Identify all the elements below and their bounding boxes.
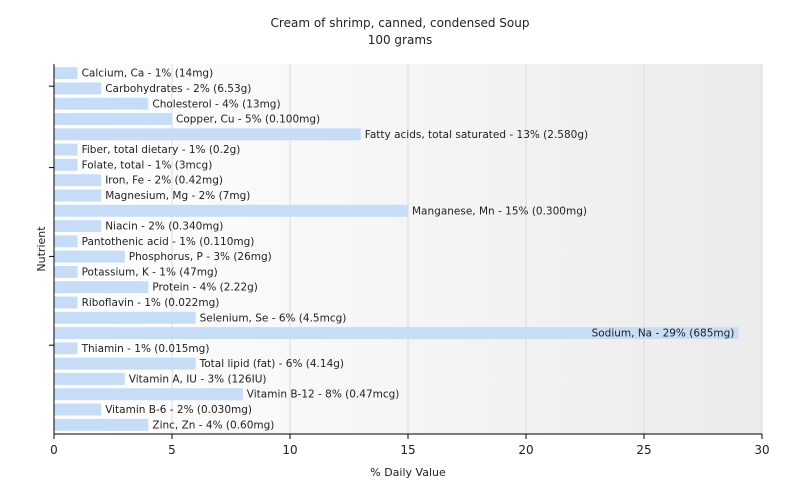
bar-label: Magnesium, Mg - 2% (7mg) bbox=[105, 190, 250, 202]
bar bbox=[54, 357, 196, 370]
bar-label: Fatty acids, total saturated - 13% (2.58… bbox=[365, 129, 588, 141]
x-tick-label: 5 bbox=[168, 443, 176, 457]
bar-label: Sodium, Na - 29% (685mg) bbox=[592, 328, 735, 340]
bar bbox=[54, 143, 78, 156]
bar bbox=[54, 372, 125, 385]
bar bbox=[54, 250, 125, 263]
bar-label: Carbohydrates - 2% (6.53g) bbox=[105, 83, 251, 95]
bar-label: Selenium, Se - 6% (4.5mcg) bbox=[200, 312, 347, 324]
bar bbox=[54, 67, 78, 80]
bar-label: Riboflavin - 1% (0.022mg) bbox=[82, 297, 220, 309]
bar bbox=[54, 281, 149, 294]
bar bbox=[54, 189, 102, 202]
bar-label: Niacin - 2% (0.340mg) bbox=[105, 221, 223, 233]
bar-label: Calcium, Ca - 1% (14mg) bbox=[82, 68, 214, 80]
axes-group: 0 5 10 15 20 25 30 bbox=[49, 64, 770, 457]
chart-title: Cream of shrimp, canned, condensed Soup bbox=[271, 16, 530, 30]
bar-label: Zinc, Zn - 4% (0.60mg) bbox=[152, 419, 274, 431]
x-axis-label: % Daily Value bbox=[370, 466, 446, 479]
chart-subtitle: 100 grams bbox=[368, 33, 433, 47]
bar-label: Vitamin B-12 - 8% (0.47mcg) bbox=[247, 389, 400, 401]
bar-label: Vitamin B-6 - 2% (0.030mg) bbox=[105, 404, 252, 416]
x-tick-label: 20 bbox=[518, 443, 533, 457]
bar-label: Thiamin - 1% (0.015mg) bbox=[81, 343, 210, 355]
bar bbox=[54, 113, 172, 126]
bar-label: Fiber, total dietary - 1% (0.2g) bbox=[82, 144, 241, 156]
bar bbox=[54, 296, 78, 309]
bar-label: Folate, total - 1% (3mcg) bbox=[82, 159, 213, 171]
bar-label: Potassium, K - 1% (47mg) bbox=[82, 266, 218, 278]
bar-label: Cholesterol - 4% (13mg) bbox=[152, 98, 280, 110]
bar bbox=[54, 418, 149, 431]
y-axis-label: Nutrient bbox=[35, 226, 48, 272]
bar bbox=[54, 204, 408, 217]
bar-label: Iron, Fe - 2% (0.42mg) bbox=[105, 175, 223, 187]
bar bbox=[54, 342, 78, 355]
bar bbox=[54, 220, 102, 233]
bar bbox=[54, 388, 243, 401]
x-tick-label: 0 bbox=[50, 443, 58, 457]
bar bbox=[54, 311, 196, 324]
bar-label: Copper, Cu - 5% (0.100mg) bbox=[176, 114, 320, 126]
bar-label: Manganese, Mn - 15% (0.300mg) bbox=[412, 205, 587, 217]
x-tick-label: 10 bbox=[282, 443, 297, 457]
grid-lines bbox=[171, 64, 763, 434]
bar bbox=[54, 327, 739, 340]
bar-label: Total lipid (fat) - 6% (4.14g) bbox=[199, 358, 344, 370]
bar-label: Pantothenic acid - 1% (0.110mg) bbox=[82, 236, 255, 248]
bar bbox=[54, 235, 78, 248]
bar bbox=[54, 128, 361, 141]
bar-label: Phosphorus, P - 3% (26mg) bbox=[129, 251, 272, 263]
bar bbox=[54, 174, 102, 187]
bars-group: Calcium, Ca - 1% (14mg) Carbohydrates - 2… bbox=[54, 67, 739, 431]
x-tick-label: 25 bbox=[636, 443, 651, 457]
bar bbox=[54, 158, 78, 171]
bar bbox=[54, 97, 149, 110]
bar bbox=[54, 265, 78, 278]
bar bbox=[54, 82, 102, 95]
x-tick-label: 15 bbox=[400, 443, 415, 457]
bar bbox=[54, 403, 102, 416]
bar-label: Protein - 4% (2.22g) bbox=[152, 282, 258, 294]
bar-label: Vitamin A, IU - 3% (126IU) bbox=[129, 373, 267, 385]
x-tick-label: 30 bbox=[754, 443, 769, 457]
